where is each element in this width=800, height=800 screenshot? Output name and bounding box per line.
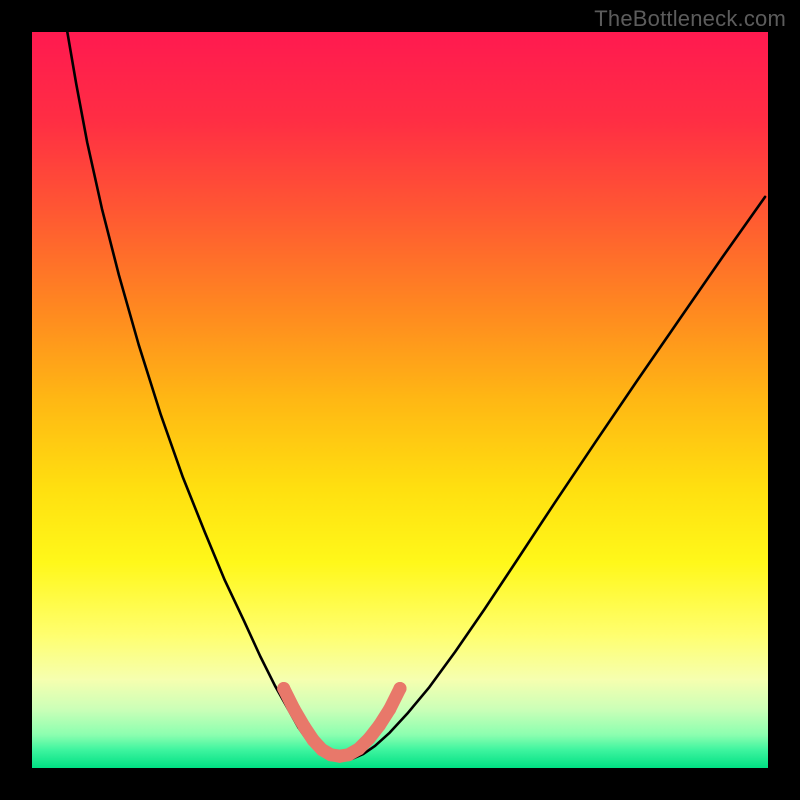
dotted-segment-dot [298, 720, 311, 733]
chart-container: TheBottleneck.com [0, 0, 800, 800]
plot-area [32, 32, 768, 768]
dotted-segment-dot [307, 734, 320, 747]
dotted-segment-dot [383, 703, 396, 716]
dotted-segment-dot [277, 682, 290, 695]
watermark-text: TheBottleneck.com [594, 6, 786, 32]
dotted-segment-dot [373, 719, 386, 732]
curve-main-v-curve [67, 32, 765, 760]
dotted-segment-dot [288, 703, 301, 716]
dotted-segment-dot [352, 742, 365, 755]
dotted-segment-dot [363, 732, 376, 745]
curve-layer [32, 32, 768, 768]
dotted-segment-dot [394, 682, 407, 695]
